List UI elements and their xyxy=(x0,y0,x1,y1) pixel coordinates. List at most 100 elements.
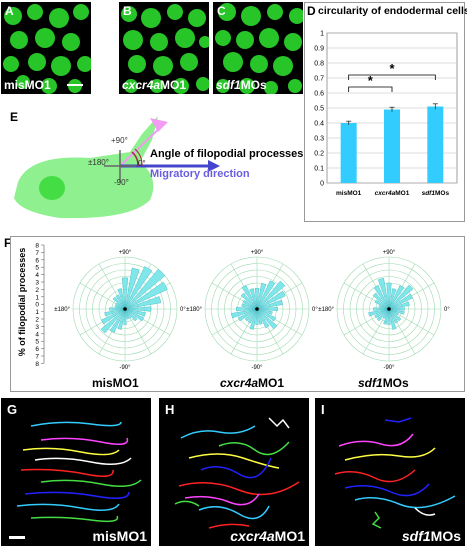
angle-label: Angle of filopodial processes xyxy=(150,148,304,160)
panel-c-caption-italic: sdf1 xyxy=(216,78,241,92)
rose-petal xyxy=(240,292,258,310)
rose-petal xyxy=(124,267,140,310)
rose-petal xyxy=(372,292,390,310)
panel-g-letter: G xyxy=(7,402,18,417)
rose-petal xyxy=(112,296,126,310)
rose-petal xyxy=(231,308,258,319)
chart-title: circularity of endodermal cells xyxy=(318,5,467,17)
y-tick-label: 0.9 xyxy=(314,46,324,53)
cell-nucleus xyxy=(39,176,65,200)
cell-schematic xyxy=(14,116,220,219)
rose-petal xyxy=(124,268,166,310)
panel-b-micrograph: B cxcr4aMO1 xyxy=(119,2,209,94)
rose-petal xyxy=(100,308,126,334)
rose-petal xyxy=(373,285,390,310)
rose-petal xyxy=(124,308,132,319)
rose-label-top: +90° xyxy=(383,250,396,256)
rose-y-tick: 5 xyxy=(35,265,39,272)
bar-0 xyxy=(340,123,357,183)
rose-petal xyxy=(123,308,127,325)
rose-y-tick: 6 xyxy=(35,346,39,353)
panel-a-caption: misMO1 xyxy=(4,78,51,92)
panel-b-caption-italic: cxcr4a xyxy=(122,78,161,92)
significance-bracket xyxy=(348,74,436,80)
rose-caption-2: cxcr4aMO1 xyxy=(220,376,284,390)
rose-petal xyxy=(374,308,390,319)
rose-petal xyxy=(109,308,126,333)
rose-petal xyxy=(255,308,259,325)
filopodium-line xyxy=(119,121,167,167)
panel-g-caption: misMO1 xyxy=(92,528,147,544)
rose-y-tick: 1 xyxy=(35,309,39,316)
rose-petal xyxy=(242,299,258,310)
rose-petal xyxy=(256,308,278,330)
bar-2 xyxy=(427,106,444,183)
rose-label-left: ±180° xyxy=(186,307,202,313)
panel-a-micrograph: A misMO1 xyxy=(1,2,91,94)
rose-y-tick: 7 xyxy=(35,250,39,257)
rose-petal xyxy=(114,305,126,310)
rose-y-tick: 4 xyxy=(35,272,39,279)
migratory-arrow-head xyxy=(208,160,220,172)
significance-star: * xyxy=(389,61,395,76)
panel-i-tracks: I sdf1MOs xyxy=(315,398,465,546)
rose-center xyxy=(123,307,127,311)
panel-c-caption-rest: MOs xyxy=(240,78,267,92)
panel-e-letter: E xyxy=(10,110,19,124)
deg-0-label: 0° xyxy=(138,159,146,168)
rose-petal xyxy=(388,308,399,316)
rose-petal xyxy=(249,308,258,330)
rose-y-tick: 1 xyxy=(35,294,39,301)
rose-petal xyxy=(256,308,277,322)
rose-petal xyxy=(247,308,258,324)
rose-petal xyxy=(104,308,126,317)
rose-label-top: +90° xyxy=(119,250,132,256)
rose-caption-1: misMO1 xyxy=(92,376,139,390)
rose-petal xyxy=(124,308,146,317)
rose-petal xyxy=(237,308,258,322)
rose-petal xyxy=(254,288,260,310)
rose-petal xyxy=(383,308,390,325)
rose-petal xyxy=(388,301,410,310)
rose-caption-2-rest: MO1 xyxy=(258,376,285,390)
rose-label-left: ±180° xyxy=(318,307,334,313)
panel-h-caption-rest: MO1 xyxy=(274,528,305,544)
rose-label-right: 0° xyxy=(444,307,450,313)
rose-petal xyxy=(121,277,129,310)
circularity-bar-chart: 0 0.1 0.2 0.3 0.4 0.5 0.6 0.7 0.8 0.9 1 misMO1 cxcr4… xyxy=(314,31,458,197)
panel-g-trajectories xyxy=(9,421,142,539)
rose-petal xyxy=(124,308,145,322)
rose-petal xyxy=(256,280,286,310)
panel-a-letter: A xyxy=(5,4,14,18)
y-tick-label: 0.1 xyxy=(314,166,324,173)
panel-i-caption: sdf1MOs xyxy=(402,528,461,544)
rose-caption-2-italic: cxcr4a xyxy=(220,376,259,390)
rose-petal xyxy=(117,288,126,310)
rose-petal xyxy=(256,308,273,315)
deg-minus90-label: -90° xyxy=(114,178,129,187)
rose-petal xyxy=(249,288,258,310)
y-tick-label: 0.3 xyxy=(314,136,324,143)
y-tick-label: 0.7 xyxy=(314,76,324,83)
rose-petal xyxy=(256,283,267,310)
rose-petal xyxy=(373,307,390,311)
panel-b-cells xyxy=(121,4,209,94)
rose-petal xyxy=(386,282,392,310)
rose-y-tick: 5 xyxy=(35,339,39,346)
bar-1 xyxy=(384,109,400,183)
rose-label-right: 0° xyxy=(312,307,318,313)
rose-petal xyxy=(388,285,405,310)
rose-petal xyxy=(376,308,390,322)
rose-y-tick: 2 xyxy=(35,317,39,324)
rose-y-tick: 3 xyxy=(35,324,39,331)
angle-arc-outer xyxy=(134,148,143,167)
filopodium-arrowhead xyxy=(150,118,168,132)
panel-i-letter: I xyxy=(321,402,325,417)
x-tick-label: cxcr4aMO1 xyxy=(375,190,410,197)
rose-petal xyxy=(115,294,126,310)
rose-label-right: 0° xyxy=(180,307,186,313)
rose-caption-3-italic: sdf1 xyxy=(358,376,383,390)
panel-h-letter: H xyxy=(165,402,175,417)
